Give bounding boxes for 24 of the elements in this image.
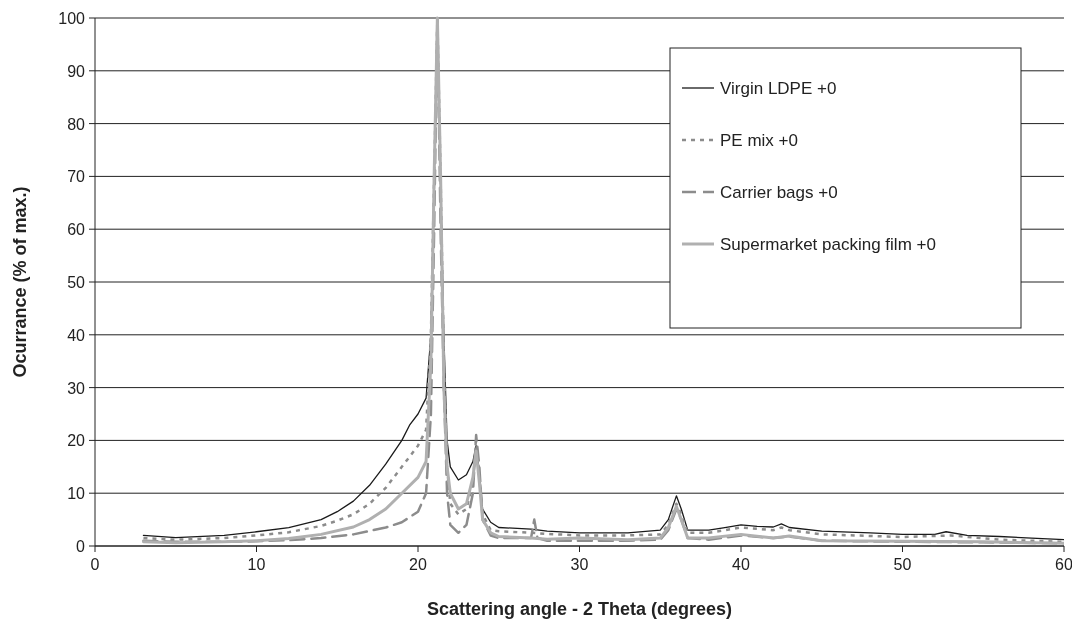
legend-label: Virgin LDPE +0 [720, 79, 837, 98]
y-tick-label: 70 [67, 168, 86, 186]
y-tick-label: 40 [67, 326, 86, 344]
legend-label: PE mix +0 [720, 131, 798, 150]
x-axis-title: Scattering angle - 2 Theta (degrees) [426, 599, 733, 619]
legend-label: Supermarket packing film +0 [720, 235, 936, 254]
y-axis-title: Ocurrance (% of max.) [10, 186, 30, 378]
y-tick-label: 10 [67, 485, 86, 503]
y-tick-label: 100 [58, 10, 86, 27]
y-tick-label: 50 [67, 274, 86, 291]
x-tick-label: 0 [90, 556, 100, 573]
legend-label: Carrier bags +0 [720, 183, 838, 202]
x-tick-label: 60 [1055, 556, 1072, 573]
y-tick-label: 60 [67, 221, 86, 239]
y-tick-label: 0 [76, 538, 86, 555]
x-tick-label: 30 [570, 556, 589, 573]
y-tick-label: 30 [67, 379, 86, 397]
x-tick-label: 20 [409, 556, 427, 573]
x-tick-label: 50 [893, 556, 912, 573]
x-tick-label: 40 [732, 556, 750, 573]
y-tick-label: 80 [67, 115, 86, 133]
y-tick-label: 90 [67, 62, 86, 80]
y-tick-label: 20 [67, 432, 86, 450]
x-tick-label: 10 [247, 556, 266, 573]
